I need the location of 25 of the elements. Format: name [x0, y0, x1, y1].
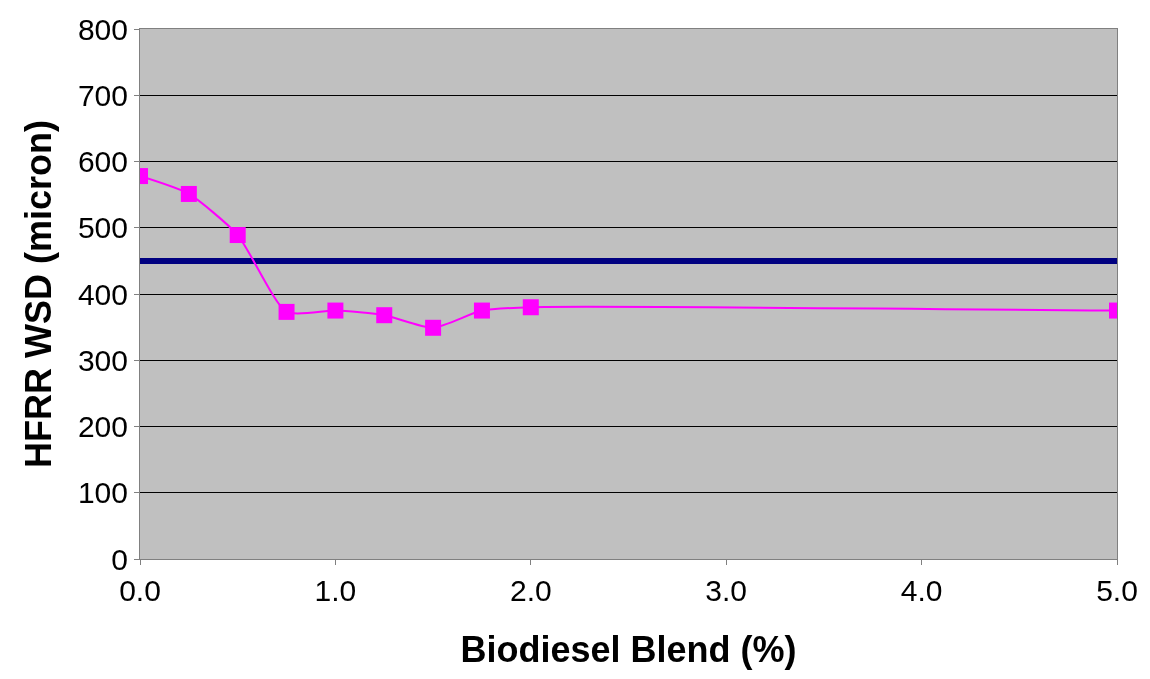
x-tick-label: 5.0 — [1096, 574, 1138, 607]
y-tick-label: 0 — [111, 542, 128, 576]
point — [376, 307, 393, 324]
x-tick-label: 2.0 — [509, 574, 552, 607]
x-tick-label: 1.0 — [314, 574, 357, 607]
x-tick-label: 3.0 — [705, 574, 748, 607]
point — [327, 302, 344, 319]
point — [425, 319, 442, 336]
point — [278, 303, 295, 320]
point — [522, 299, 539, 316]
x-tick-label: 0.0 — [119, 574, 161, 607]
y-tick-label: 300 — [77, 343, 128, 377]
y-tick-label: 800 — [77, 12, 128, 46]
y-tick-label: 100 — [77, 476, 128, 510]
y-tick-label: 400 — [77, 277, 128, 311]
y-tick-label: 200 — [77, 410, 128, 443]
y-axis-title: HFRR WSD (micron) — [17, 120, 59, 468]
y-tick-label: 700 — [77, 78, 128, 112]
point — [473, 302, 490, 319]
point — [229, 227, 246, 244]
x-axis-title: Biodiesel Blend (%) — [460, 628, 797, 670]
point — [180, 185, 197, 202]
y-tick-label: 600 — [77, 145, 128, 178]
x-tick-label: 4.0 — [900, 574, 943, 607]
y-tick-label: 500 — [77, 211, 128, 245]
